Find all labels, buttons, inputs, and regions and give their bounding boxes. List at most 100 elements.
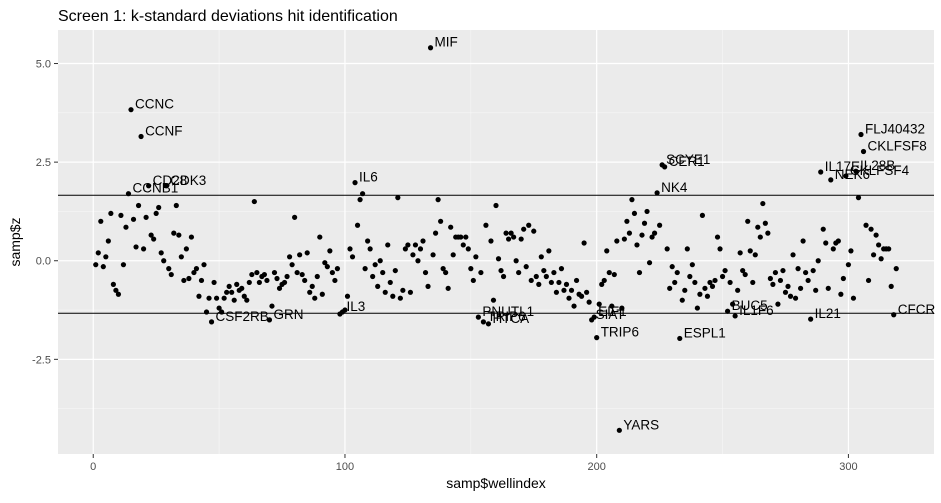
data-point xyxy=(714,234,721,240)
data-point xyxy=(646,260,653,266)
data-point xyxy=(317,234,323,240)
data-point xyxy=(407,289,414,295)
data-point xyxy=(332,277,338,284)
data-point xyxy=(624,218,630,224)
data-point xyxy=(191,269,197,276)
data-point xyxy=(707,279,713,286)
point-label: IL17E xyxy=(825,159,860,174)
data-point xyxy=(405,242,411,248)
data-point xyxy=(797,285,804,291)
data-point xyxy=(115,291,122,297)
data-point xyxy=(443,269,449,276)
data-point xyxy=(757,234,763,240)
y-tick-label: -2.5 xyxy=(32,354,51,366)
data-point xyxy=(704,293,711,299)
data-point xyxy=(787,293,794,299)
data-point xyxy=(229,289,235,295)
data-point xyxy=(324,264,330,270)
point-label: CER1 xyxy=(669,154,705,169)
data-point xyxy=(785,283,791,289)
labeled-data-point xyxy=(138,133,144,140)
data-point xyxy=(631,210,638,217)
data-point xyxy=(422,269,429,276)
data-point xyxy=(148,232,154,238)
data-point xyxy=(166,266,172,272)
data-point xyxy=(518,236,524,242)
labeled-data-point xyxy=(808,316,814,322)
y-tick-label: 0.0 xyxy=(36,256,51,268)
data-point xyxy=(110,281,116,287)
labeled-data-point xyxy=(128,107,134,113)
data-point xyxy=(219,309,225,315)
point-label: CFCR xyxy=(898,302,936,317)
data-point xyxy=(314,273,320,280)
data-point xyxy=(888,283,894,289)
data-point xyxy=(206,295,212,301)
point-label: NEK6 xyxy=(835,167,870,182)
data-point xyxy=(105,238,111,244)
y-axis-ticks: -2.5 0.0 2.5 5.0 xyxy=(32,59,58,366)
data-point xyxy=(319,291,325,297)
data-point xyxy=(450,252,456,258)
data-point xyxy=(420,238,426,244)
point-label: CCNB1 xyxy=(132,181,178,196)
data-point xyxy=(98,218,104,224)
data-point xyxy=(760,200,766,207)
data-point xyxy=(568,287,575,293)
y-axis-label: samp$z xyxy=(7,217,23,266)
data-point xyxy=(790,252,796,258)
data-point xyxy=(271,269,278,276)
data-point xyxy=(193,266,200,272)
data-point xyxy=(606,269,612,276)
data-point xyxy=(548,279,554,286)
data-point xyxy=(528,277,534,284)
data-point xyxy=(694,305,700,311)
data-point xyxy=(772,269,779,276)
data-point xyxy=(825,285,831,291)
data-point xyxy=(682,287,688,293)
data-point xyxy=(830,246,836,252)
point-label: SCYE1 xyxy=(666,152,710,167)
data-point xyxy=(538,254,544,260)
data-point xyxy=(224,289,230,295)
data-point xyxy=(415,258,421,264)
data-point xyxy=(599,281,605,287)
data-point xyxy=(719,273,726,280)
labeled-data-point xyxy=(828,177,834,183)
data-point xyxy=(767,275,773,282)
data-point xyxy=(488,238,494,244)
data-point xyxy=(541,267,547,274)
data-point xyxy=(448,224,454,230)
data-point xyxy=(689,262,695,268)
data-point xyxy=(171,230,177,236)
data-point xyxy=(553,289,560,295)
data-point xyxy=(621,236,627,242)
point-label: IL21 xyxy=(815,306,841,321)
data-point xyxy=(395,195,401,201)
data-point xyxy=(261,271,268,278)
data-point xyxy=(636,269,643,276)
data-point xyxy=(493,202,499,209)
data-point xyxy=(651,230,658,236)
data-point xyxy=(251,198,257,205)
point-label: HTCA xyxy=(492,311,529,326)
data-point xyxy=(611,271,617,278)
data-point xyxy=(367,246,373,252)
data-point xyxy=(151,236,157,242)
data-point xyxy=(153,210,159,217)
data-point xyxy=(463,234,469,240)
data-point xyxy=(795,266,801,272)
data-point xyxy=(269,303,275,309)
x-tick-label: 0 xyxy=(90,461,96,473)
data-point xyxy=(752,252,758,258)
data-point xyxy=(684,246,690,252)
data-point xyxy=(133,244,139,250)
data-point xyxy=(241,293,247,299)
labeled-data-point xyxy=(485,321,492,327)
data-point xyxy=(586,299,592,305)
data-point xyxy=(566,295,572,301)
data-point xyxy=(893,266,899,272)
data-point xyxy=(178,254,184,260)
